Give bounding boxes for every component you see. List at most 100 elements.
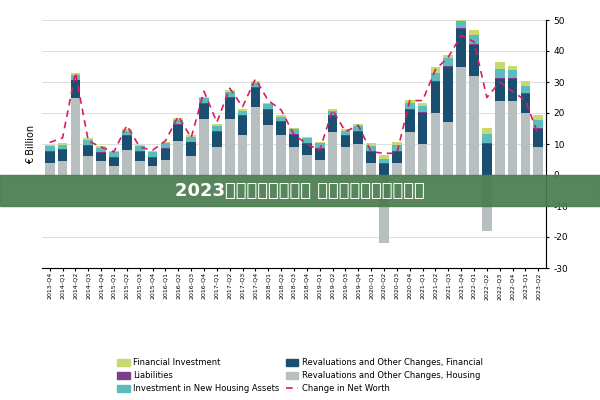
Bar [109,166,119,175]
Bar [418,106,427,112]
Bar [443,58,453,66]
Bar [431,67,440,73]
Bar [83,140,93,145]
Bar [379,163,389,164]
Bar [431,113,440,175]
Bar [367,143,376,146]
Bar [521,86,530,94]
Bar [289,147,299,175]
Bar [405,109,415,110]
Bar [148,158,157,166]
Bar [431,81,440,82]
Bar [251,107,260,175]
Bar [277,122,286,135]
Bar [263,104,273,109]
Bar [341,136,350,147]
Bar [508,101,517,175]
Bar [533,147,543,175]
Bar [482,144,491,175]
Bar [109,151,119,152]
Bar [148,151,157,152]
Bar [379,164,389,175]
Bar [469,45,479,76]
Bar [97,148,106,152]
Bar [58,149,67,150]
Bar [328,132,337,175]
Bar [289,135,299,147]
Bar [418,113,427,144]
Bar [263,103,273,104]
Bar [212,147,221,175]
Bar [45,146,55,151]
Bar [443,55,453,58]
Bar [45,145,55,146]
Bar [289,128,299,129]
Bar [533,120,543,128]
Bar [289,134,299,135]
Bar [508,70,517,78]
Bar [367,146,376,151]
Bar [508,66,517,70]
Bar [122,131,131,135]
Bar [379,158,389,163]
Bar [135,151,145,152]
Bar [482,143,491,144]
Bar [353,131,363,132]
Bar [341,147,350,175]
Bar [341,129,350,131]
Bar [533,115,543,120]
Bar [212,131,221,132]
Bar [251,87,260,88]
Bar [135,146,145,151]
Bar [341,131,350,135]
Bar [58,161,67,175]
Bar [405,103,415,109]
Bar [109,152,119,157]
Bar [495,62,505,69]
Y-axis label: € Billion: € Billion [26,124,37,164]
Bar [418,112,427,113]
Bar [109,158,119,166]
Bar [135,161,145,175]
Bar [45,162,55,175]
Bar [392,145,401,151]
Bar [521,81,530,86]
Bar [508,79,517,101]
Bar [405,100,415,103]
Bar [173,120,183,124]
Bar [58,145,67,149]
Bar [443,122,453,175]
Bar [71,98,80,175]
Bar [238,116,247,135]
Bar [315,142,325,143]
Bar [58,143,67,145]
Bar [45,151,55,152]
Bar [353,144,363,175]
Bar [277,121,286,122]
Text: 2023十大股票配资平台 澳门火锅加盟详情攻略: 2023十大股票配资平台 澳门火锅加盟详情攻略 [175,182,425,200]
Bar [482,134,491,143]
Bar [238,115,247,116]
Bar [418,103,427,106]
Bar [58,150,67,161]
Bar [469,30,479,34]
Bar [315,149,325,160]
Bar [457,29,466,66]
Bar [148,166,157,175]
Bar [199,104,209,119]
Bar [225,119,235,175]
Bar [328,110,337,115]
Bar [315,148,325,149]
Bar [495,101,505,175]
Bar [443,66,453,122]
Bar [238,135,247,175]
Bar [353,126,363,131]
Bar [199,119,209,175]
Bar [161,149,170,160]
Bar [533,128,543,147]
Bar [367,162,376,175]
Bar [225,96,235,98]
Bar [341,135,350,136]
Bar [122,150,131,175]
Bar [251,83,260,87]
